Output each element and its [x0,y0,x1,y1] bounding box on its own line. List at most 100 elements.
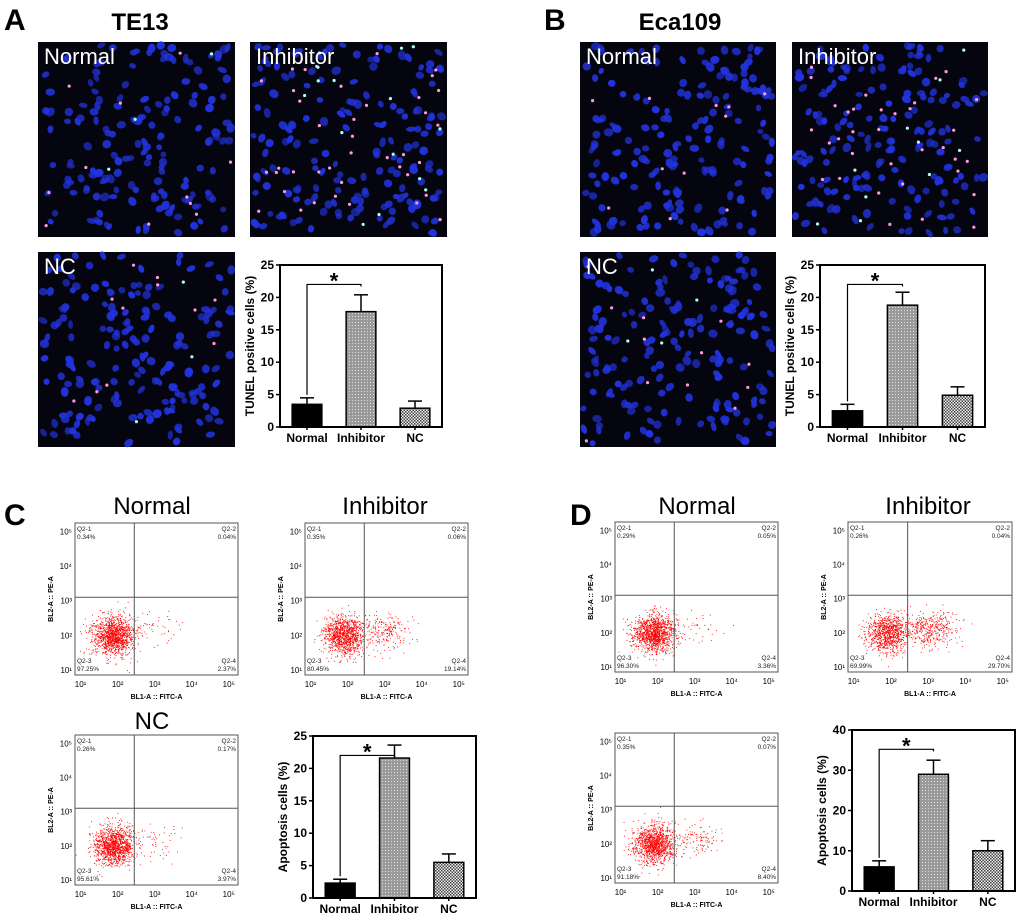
nucleus [167,44,177,53]
event-dot [106,843,108,845]
event-dot [108,637,110,639]
event-dot [167,616,169,617]
event-dot [93,841,95,843]
event-dot [334,641,336,643]
event-dot [345,630,347,632]
event-dot [141,829,143,831]
event-dot [111,634,113,636]
event-dot [374,634,376,636]
nucleus [132,48,141,54]
event-dot [107,635,109,637]
event-dot [111,633,113,635]
tunel-positive-cell [316,65,320,69]
event-dot [111,832,113,834]
event-dot [347,651,349,653]
event-dot [117,826,119,828]
event-dot [397,618,399,620]
event-dot [353,642,355,644]
event-dot [116,648,118,650]
event-dot [130,639,132,641]
event-dot [152,623,154,624]
event-dot [104,617,106,619]
event-dot [121,827,123,829]
event-dot [350,650,352,652]
event-dot [111,840,113,842]
event-dot [337,631,339,633]
event-dot [327,621,329,623]
event-dot [173,634,175,636]
event-dot [114,657,116,659]
event-dot [106,617,107,619]
event-dot [116,635,118,637]
event-dot [349,638,351,640]
nucleus [161,200,170,210]
nucleus [399,184,406,193]
y-tick-label: 10³ [60,597,72,606]
event-dot [89,630,91,632]
event-dot [386,638,388,640]
nucleus [221,288,229,296]
event-dot [121,643,123,645]
event-dot [128,633,130,635]
event-dot [129,652,131,653]
event-dot [332,635,334,636]
event-dot [123,856,125,858]
event-dot [118,861,120,863]
event-dot [389,631,391,633]
event-dot [162,858,164,860]
nucleus [384,200,393,208]
nucleus [342,124,350,132]
image-label: NC [44,254,76,279]
event-dot [122,632,124,634]
event-dot [137,626,139,628]
event-dot [324,628,326,630]
event-dot [335,632,337,634]
event-dot [95,643,97,645]
event-dot [110,865,112,867]
event-dot [102,833,104,835]
event-dot [118,848,120,850]
nucleus [67,320,73,329]
event-dot [96,835,98,837]
event-dot [354,650,356,652]
event-dot [337,630,339,632]
event-dot [326,635,328,637]
event-dot [128,627,129,628]
event-dot [361,646,363,648]
nucleus [259,223,268,230]
nucleus [404,53,412,62]
event-dot [180,837,182,839]
nucleus [392,193,400,200]
event-dot [106,643,108,645]
tunel-positive-cell [349,151,353,155]
event-dot [110,614,112,616]
tunel-positive-cell [332,78,336,83]
nucleus [92,216,101,224]
event-dot [367,631,369,633]
event-dot [89,847,91,849]
event-dot [118,646,120,648]
nucleus [129,63,136,69]
nucleus [186,265,196,272]
tunel-positive-cell [820,177,825,182]
event-dot [122,631,124,633]
event-dot [347,630,349,631]
event-dot [117,857,119,859]
event-dot [122,640,124,642]
event-dot [95,654,97,656]
event-dot [353,629,355,631]
event-dot [392,629,393,631]
event-dot [325,634,326,636]
event-dot [368,644,370,646]
event-dot [126,643,128,644]
x-tick-label: 10¹ [75,680,87,689]
event-dot [120,628,122,630]
event-dot [361,631,363,633]
event-dot [99,853,101,855]
event-dot [336,646,338,648]
event-dot [349,644,351,646]
event-dot [86,648,88,650]
event-dot [104,863,105,864]
event-dot [99,624,101,625]
event-dot [347,643,349,645]
